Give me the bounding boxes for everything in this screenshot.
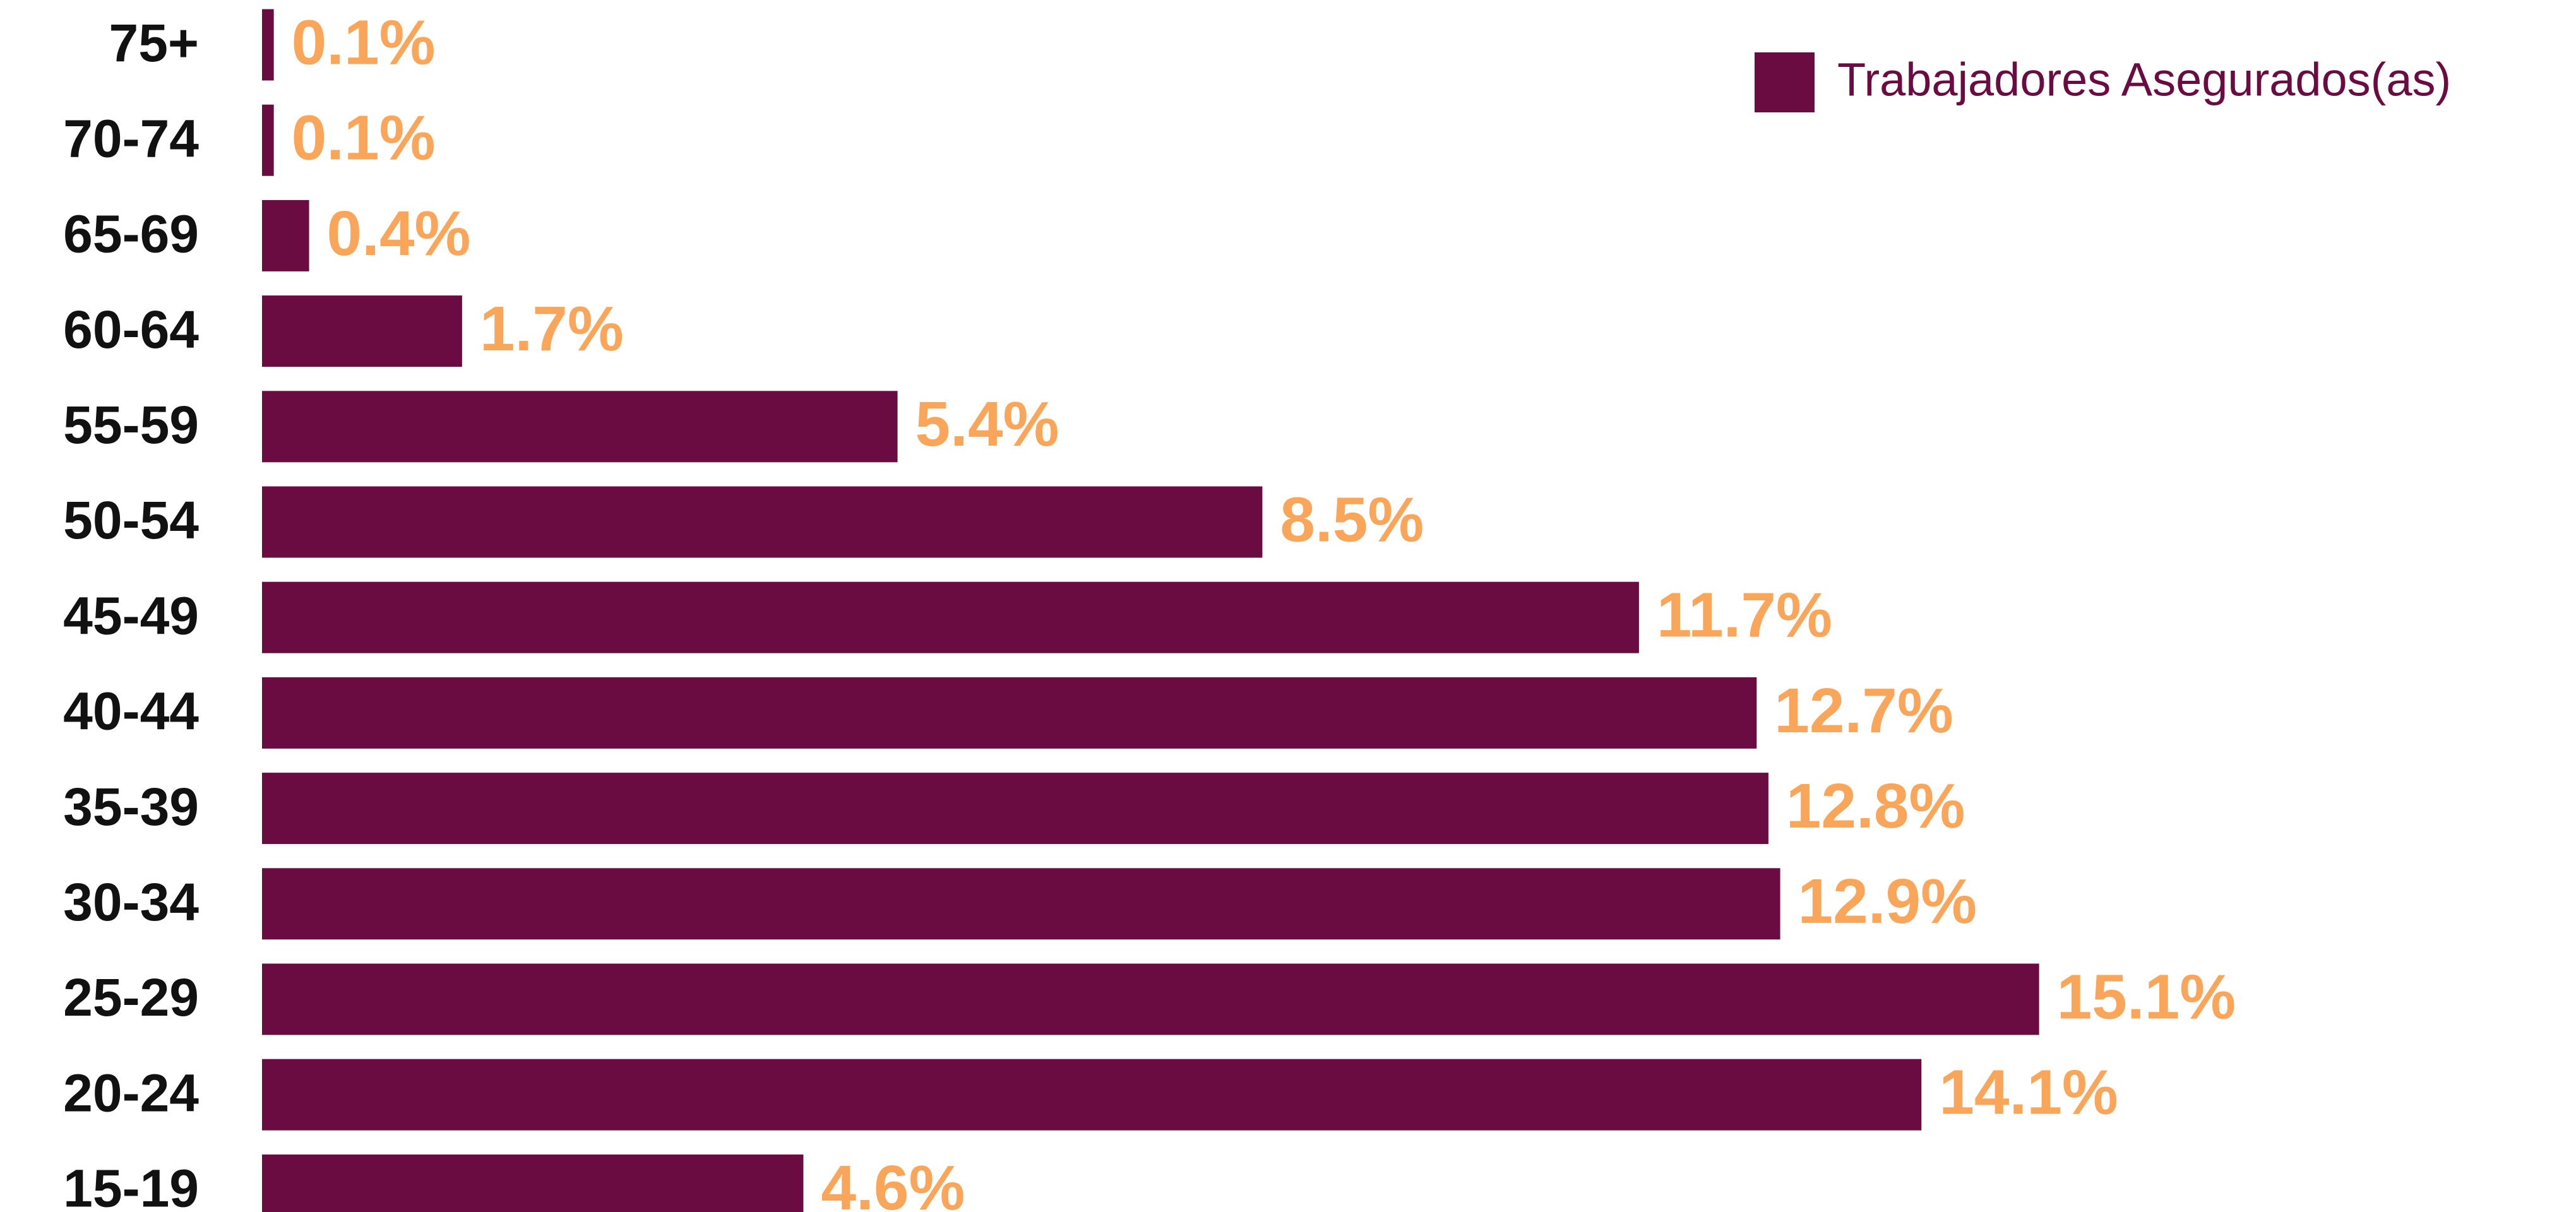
y-tick-label: 65-69 [63, 205, 199, 264]
bar [262, 581, 1639, 653]
bar [262, 1154, 804, 1212]
data-label: 12.7% [1774, 675, 1953, 746]
data-label: 12.9% [1798, 866, 1977, 937]
y-tick-label: 60-64 [63, 300, 199, 359]
bar [262, 773, 1768, 845]
y-tick-label: 20-24 [63, 1063, 199, 1122]
bar [262, 1059, 1922, 1131]
data-label: 4.6% [821, 1153, 965, 1212]
bar [262, 104, 274, 176]
legend-label: Trabajadores Asegurados(as) [1837, 54, 2451, 106]
y-tick-label: 70-74 [63, 109, 199, 168]
y-tick-label: 35-39 [63, 777, 199, 836]
data-label: 8.5% [1280, 484, 1424, 555]
y-tick-label: 30-34 [63, 872, 199, 932]
y-tick-label: 45-49 [63, 586, 199, 645]
data-label: 0.1% [292, 103, 436, 174]
bar [262, 391, 898, 463]
data-label: 5.4% [915, 389, 1059, 460]
data-label: 0.4% [327, 198, 471, 269]
y-tick-label: 55-59 [63, 395, 199, 454]
data-label: 14.1% [1939, 1057, 2118, 1128]
data-label: 1.7% [480, 294, 624, 364]
y-tick-label: 25-29 [63, 968, 199, 1027]
bar [262, 295, 462, 367]
bar [262, 486, 1263, 558]
bar [262, 9, 274, 81]
data-label: 15.1% [2057, 961, 2236, 1032]
data-label: 0.1% [292, 7, 436, 78]
bar [262, 868, 1780, 940]
bar [262, 677, 1757, 749]
bar [262, 199, 309, 271]
data-label: 12.8% [1786, 771, 1965, 841]
y-tick-label: 15-19 [63, 1159, 199, 1212]
y-tick-label: 50-54 [63, 490, 199, 550]
bar [262, 963, 2039, 1035]
y-tick-label: 75+ [109, 13, 200, 73]
data-label: 11.7% [1657, 580, 1832, 651]
legend-swatch [1755, 52, 1815, 112]
y-tick-label: 40-44 [63, 682, 199, 741]
